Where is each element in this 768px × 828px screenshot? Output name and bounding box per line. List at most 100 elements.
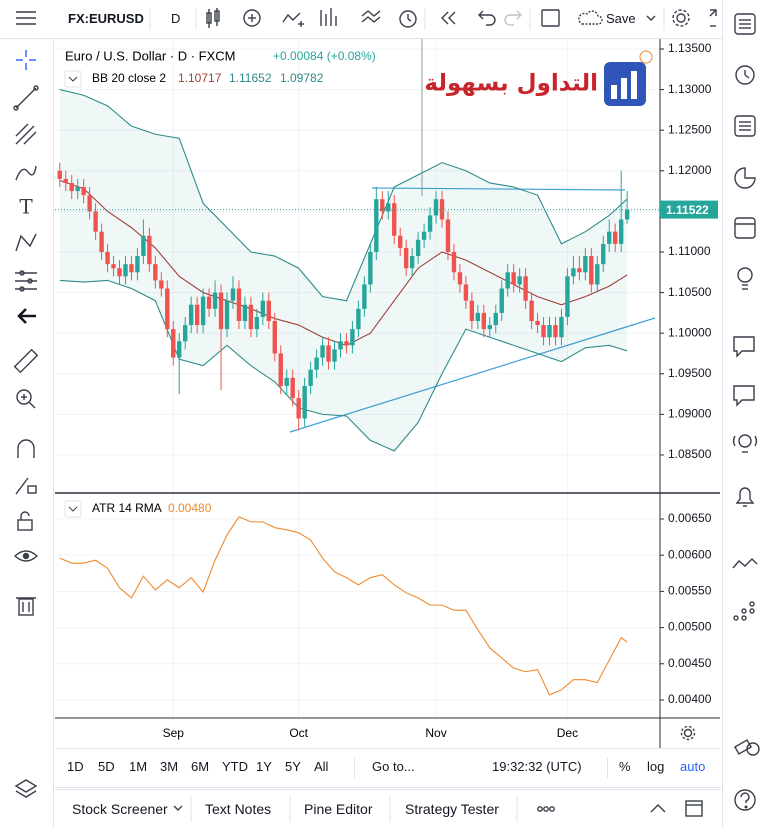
indicator-line — [59, 89, 628, 302]
calendar-icon[interactable] — [734, 217, 756, 239]
trendline-icon[interactable] — [13, 85, 39, 111]
expand-icon[interactable] — [650, 804, 666, 813]
magnet-icon[interactable] — [17, 439, 35, 458]
coins-icon[interactable] — [733, 739, 760, 756]
candle-body — [415, 239, 421, 257]
ideas-icon[interactable] — [737, 267, 753, 290]
chevron[interactable] — [173, 805, 183, 811]
zoom-icon[interactable] — [16, 389, 36, 409]
chats-icon[interactable] — [733, 385, 755, 407]
data-window-icon[interactable] — [734, 115, 756, 137]
warning-icon[interactable] — [639, 50, 653, 64]
y-tick-label: 0.00450 — [668, 656, 712, 670]
timeframe[interactable]: 1D — [67, 759, 84, 774]
timeframe[interactable]: 1M — [129, 759, 148, 774]
timeframe[interactable]: All — [314, 759, 329, 774]
indicator-line — [59, 279, 628, 452]
save-menu-icon[interactable] — [646, 15, 656, 21]
settings-icon[interactable] — [672, 9, 690, 27]
timeframe[interactable]: 6M — [191, 759, 210, 774]
axis-settings-icon[interactable] — [680, 725, 696, 741]
redo-icon[interactable] — [504, 10, 522, 26]
atr-value: 0.00480 — [168, 501, 212, 515]
logo-bar — [621, 78, 627, 99]
indicator-value: 1.11652 — [229, 71, 272, 85]
timeframe[interactable]: 1Y — [256, 759, 272, 774]
trading-icon[interactable] — [732, 558, 758, 569]
eye-icon[interactable] — [13, 550, 39, 562]
timeframe[interactable]: YTD — [222, 759, 248, 774]
streams-icon[interactable] — [732, 434, 758, 453]
y-tick-label: 1.10000 — [668, 325, 712, 339]
symbol[interactable]: FX:EURUSD — [68, 11, 144, 26]
candle-body — [409, 256, 415, 269]
fullscreen-icon[interactable] — [709, 9, 717, 27]
save-button[interactable]: Save — [606, 11, 636, 26]
candle-body — [111, 264, 116, 269]
auto-toggle[interactable]: auto — [680, 759, 706, 774]
depth-icon[interactable] — [733, 601, 755, 621]
help-icon[interactable] — [734, 789, 756, 811]
candle-body — [475, 312, 481, 321]
candle-body — [254, 316, 260, 330]
notifications-icon[interactable] — [735, 487, 755, 507]
tab[interactable]: Pine Editor — [304, 801, 373, 817]
lock-drawing-icon[interactable] — [15, 477, 37, 495]
legend-toggle[interactable] — [64, 500, 82, 518]
timeframe[interactable]: 5D — [98, 759, 115, 774]
log-toggle[interactable]: log — [647, 759, 665, 774]
candle-body — [493, 312, 498, 326]
separator — [354, 758, 355, 778]
lock-icon[interactable] — [17, 511, 33, 531]
timeframe[interactable]: 5Y — [285, 759, 301, 774]
candle-body — [451, 251, 457, 273]
candle-body — [105, 251, 110, 265]
hotlist-icon[interactable] — [734, 167, 756, 189]
tab[interactable]: Text Notes — [205, 801, 272, 817]
pattern-icon[interactable] — [15, 233, 37, 252]
candle-body — [147, 235, 152, 265]
price-pane — [55, 39, 660, 452]
legend-toggle[interactable] — [64, 70, 82, 88]
watchlist-icon[interactable] — [734, 13, 756, 35]
indicator-icon[interactable] — [282, 12, 304, 27]
candle-body — [326, 345, 331, 362]
percent-toggle[interactable]: % — [619, 759, 631, 774]
more-icon[interactable] — [537, 806, 555, 812]
layers-icon[interactable] — [14, 779, 38, 798]
alert-icon[interactable] — [399, 10, 417, 28]
candles-icon[interactable] — [206, 8, 220, 28]
chat-icon[interactable] — [733, 336, 755, 358]
prediction-icon[interactable] — [15, 270, 37, 292]
fib-icon[interactable] — [15, 123, 37, 145]
candle-body — [200, 296, 206, 326]
trash-icon[interactable] — [16, 597, 36, 616]
ruler-icon[interactable] — [13, 348, 39, 374]
crosshair-icon[interactable] — [16, 50, 36, 70]
add-icon[interactable] — [243, 9, 261, 27]
interval[interactable]: D — [171, 11, 181, 26]
brush-icon[interactable] — [15, 165, 37, 181]
maximize-icon[interactable] — [685, 800, 703, 817]
back-icon[interactable] — [17, 308, 36, 324]
compare-icon[interactable] — [361, 10, 381, 23]
candle-body — [517, 276, 522, 285]
undo-icon[interactable] — [478, 10, 496, 26]
bottom-panel-bar: Stock Screener Text Notes Pine Editor St… — [55, 789, 721, 828]
menu-icon[interactable] — [16, 11, 36, 25]
tab[interactable]: Strategy Tester — [405, 801, 499, 817]
logo-bar — [631, 71, 637, 99]
y-tick-label: 1.12500 — [668, 122, 712, 136]
text-tool-icon[interactable]: T — [19, 195, 33, 219]
goto[interactable]: Go to... — [372, 759, 415, 774]
candle-body — [123, 264, 128, 277]
replay-icon[interactable] — [441, 11, 456, 25]
timeframe[interactable]: 3M — [160, 759, 179, 774]
candle-body — [350, 329, 355, 346]
y-tick-label: 0.00550 — [668, 584, 712, 598]
tab[interactable]: Stock Screener — [72, 801, 168, 817]
templates-icon[interactable] — [320, 8, 337, 26]
grid — [55, 39, 660, 718]
alerts-icon[interactable] — [735, 65, 755, 85]
layout-icon[interactable] — [541, 9, 560, 27]
